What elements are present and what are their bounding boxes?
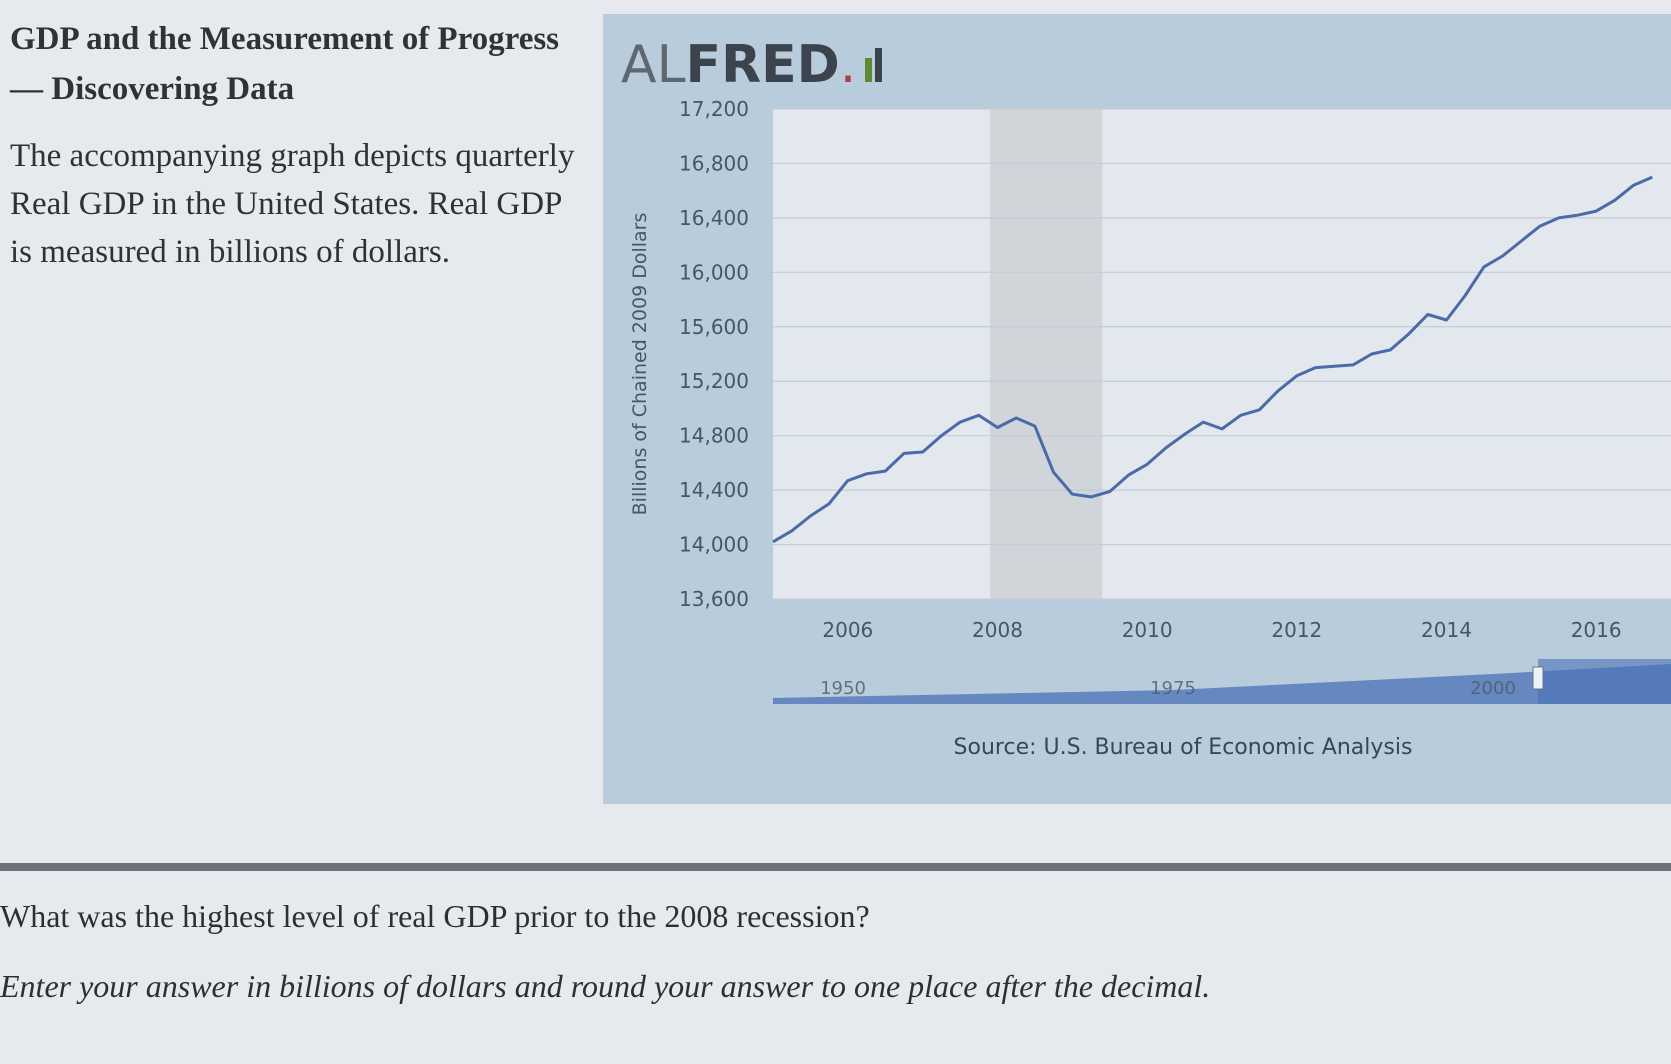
y-tick-label: 16,800 [679, 151, 749, 175]
x-tick-label: 2016 [1571, 618, 1622, 642]
navigator-selected-range[interactable] [1538, 659, 1671, 704]
x-tick-label: 2008 [972, 618, 1023, 642]
problem-description: The accompanying graph depicts quarterly… [10, 138, 575, 270]
x-tick-label: 2012 [1271, 618, 1322, 642]
grid-lines [773, 108, 1671, 600]
gdp-series-line [772, 175, 1653, 544]
navigator-label: 2000 [1470, 678, 1516, 699]
y-tick-label: 15,600 [679, 315, 749, 339]
alfred-chart-panel: ALFRED. 13,600 14,000 14,400 14,800 15,200 15… [603, 14, 1671, 804]
y-axis-label: Billions of Chained 2009 Dollars [629, 213, 651, 516]
x-tick-label: 2014 [1421, 618, 1472, 642]
y-tick-label: 16,400 [679, 206, 749, 230]
logo-dot: . [840, 35, 857, 95]
x-tick-label: 2010 [1122, 618, 1173, 642]
problem-text-panel: GDP and the Measurement of Progress — Di… [10, 14, 585, 276]
gdp-line-chart: ALFRED. 13,600 14,000 14,400 14,800 15,200 15… [621, 35, 1671, 760]
y-tick-label: 14,000 [679, 533, 749, 557]
y-axis-ticks: 13,600 14,000 14,400 14,800 15,200 15,600 16,0… [679, 97, 749, 611]
source-text: Source: U.S. Bureau of Economic Analysis [954, 735, 1413, 760]
section-divider [0, 863, 1671, 871]
x-axis-ticks: 2006 2008 2010 2012 2014 2016 [822, 618, 1621, 642]
navigator-label: 1950 [820, 678, 866, 699]
navigator-label: 1975 [1150, 678, 1196, 699]
y-tick-label: 16,000 [679, 260, 749, 284]
problem-heading: GDP and the Measurement of Progress — Di… [10, 21, 560, 107]
instruction-text: Enter your answer in billions of dollars… [0, 968, 1211, 1004]
logo-prefix: AL [621, 35, 686, 95]
y-tick-label: 14,400 [679, 478, 749, 502]
y-tick-label: 15,200 [679, 369, 749, 393]
logo-bold: FRED [686, 35, 840, 95]
svg-text:ALFRED.: ALFRED. [621, 35, 856, 95]
y-tick-label: 13,600 [679, 587, 749, 611]
range-navigator[interactable]: 1950 1975 2000 [773, 659, 1671, 704]
navigator-area [773, 664, 1671, 704]
question-text: What was the highest level of real GDP p… [0, 898, 870, 934]
y-tick-label: 14,800 [679, 424, 749, 448]
recession-shading [990, 109, 1103, 599]
x-tick-label: 2006 [822, 618, 873, 642]
navigator-labels: 1950 1975 2000 [820, 678, 1516, 699]
navigator-handle[interactable] [1532, 666, 1544, 690]
plot-area [773, 109, 1671, 599]
logo-bars-icon [865, 48, 882, 82]
y-tick-label: 17,200 [679, 97, 749, 121]
